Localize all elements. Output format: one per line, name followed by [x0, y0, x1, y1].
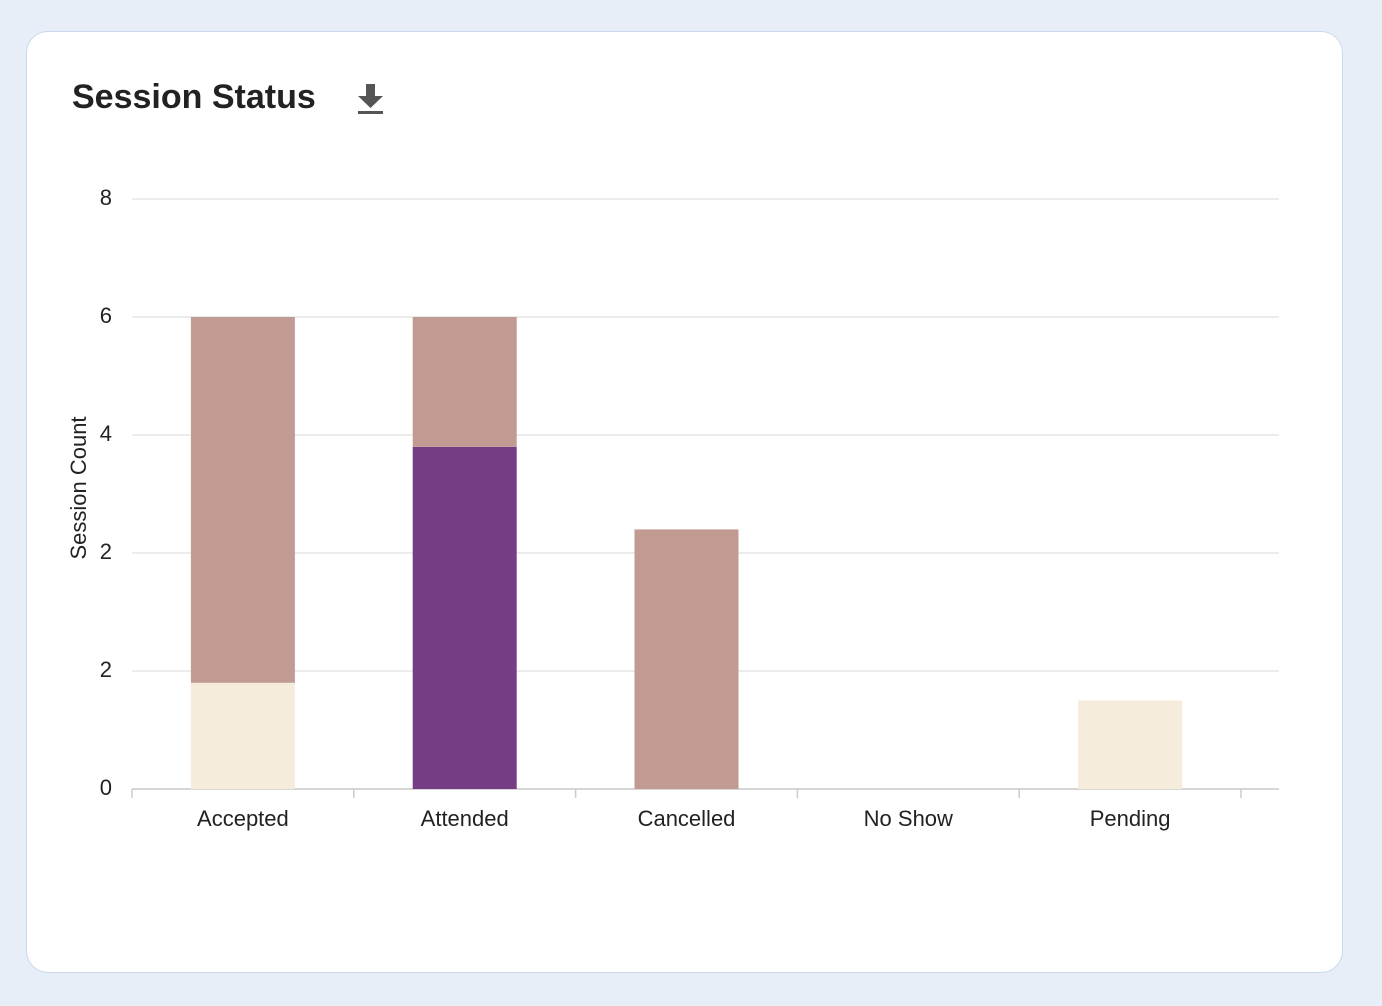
- chart-title: Session Status: [72, 78, 316, 116]
- bar-segment: [412, 446, 517, 789]
- y-tick-label: 6: [100, 303, 112, 328]
- x-tick-label: Accepted: [197, 806, 289, 831]
- y-axis-title: Session Count: [66, 416, 91, 559]
- bar-segment: [634, 529, 739, 789]
- y-tick-label: 2: [100, 657, 112, 682]
- bar-segment: [1078, 700, 1183, 789]
- bar-segment: [190, 682, 295, 789]
- x-tick-label: Cancelled: [638, 806, 736, 831]
- x-tick-label: No Show: [864, 806, 953, 831]
- y-tick-label: 4: [100, 421, 112, 446]
- y-tick-label: 8: [100, 185, 112, 210]
- x-tick-label: Attended: [421, 806, 509, 831]
- x-tick-label: Pending: [1090, 806, 1171, 831]
- y-tick-label: 0: [100, 775, 112, 800]
- download-icon[interactable]: [358, 84, 383, 114]
- y-tick-label: 2: [100, 539, 112, 564]
- bar-segment: [412, 317, 517, 447]
- bar-segment: [190, 317, 295, 683]
